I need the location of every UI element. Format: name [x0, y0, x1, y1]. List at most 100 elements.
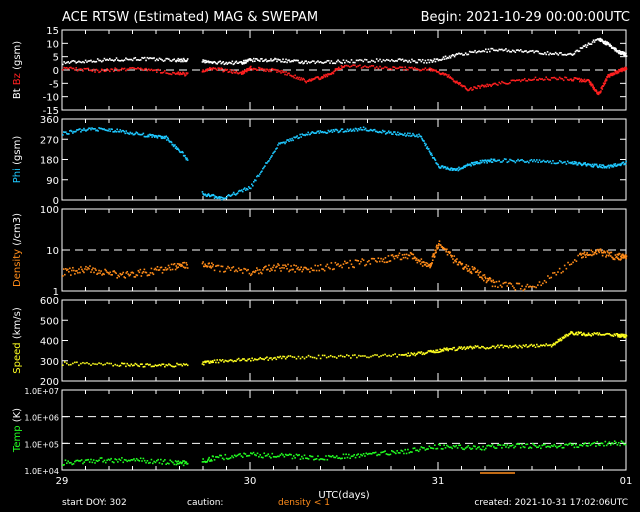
data-point: [158, 462, 161, 464]
density-warning: density < 1: [278, 498, 330, 508]
data-point: [489, 50, 491, 53]
data-point: [380, 131, 383, 134]
data-point: [90, 59, 92, 62]
data-point: [474, 345, 477, 347]
data-point: [606, 332, 609, 335]
data-point: [64, 131, 66, 134]
data-point: [242, 59, 245, 62]
data-point: [447, 57, 450, 59]
data-point: [126, 58, 129, 61]
data-point: [75, 270, 77, 272]
data-point: [107, 69, 110, 71]
data-point: [275, 456, 278, 458]
data-point: [616, 444, 619, 446]
data-point: [165, 463, 167, 465]
data-point: [93, 128, 95, 130]
data-point: [403, 253, 406, 256]
data-point: [215, 265, 217, 267]
data-point: [146, 363, 149, 365]
data-point: [572, 443, 574, 446]
data-point: [620, 68, 623, 70]
data-point: [253, 270, 255, 273]
data-point: [356, 454, 358, 456]
data-point: [574, 443, 577, 446]
data-point: [125, 365, 127, 368]
data-point: [479, 50, 482, 53]
data-point: [580, 47, 583, 49]
data-point: [622, 69, 624, 72]
data-point: [186, 59, 188, 62]
data-point: [603, 334, 606, 336]
data-point: [388, 453, 390, 456]
data-point: [362, 355, 364, 357]
data-point: [186, 58, 189, 60]
data-point: [570, 53, 573, 56]
data-point: [90, 128, 92, 131]
data-point: [505, 48, 507, 50]
data-point: [591, 332, 594, 335]
data-point: [118, 69, 120, 72]
data-point: [597, 93, 600, 96]
data-point: [302, 62, 304, 65]
data-point: [79, 61, 82, 63]
data-point: [70, 66, 72, 69]
data-point: [177, 363, 180, 366]
data-point: [329, 267, 331, 270]
data-point: [68, 62, 71, 64]
data-point: [145, 59, 147, 62]
data-point: [337, 457, 339, 460]
data-point: [380, 451, 382, 454]
data-point: [155, 135, 157, 137]
data-point: [293, 136, 295, 139]
data-point: [146, 56, 149, 59]
data-point: [256, 358, 259, 361]
data-point: [466, 346, 469, 348]
data-point: [225, 457, 228, 460]
data-point: [397, 452, 400, 454]
data-point: [601, 166, 604, 169]
data-point: [349, 457, 351, 460]
data-point: [298, 454, 300, 456]
data-point: [514, 344, 517, 347]
data-point: [416, 261, 419, 264]
data-point: [247, 186, 250, 188]
data-point: [287, 454, 290, 456]
data-point: [364, 65, 366, 67]
data-point: [607, 333, 610, 335]
x-tick-label: 30: [244, 476, 257, 487]
data-point: [267, 60, 269, 62]
data-point: [334, 261, 337, 264]
data-point: [154, 461, 157, 464]
data-point: [596, 440, 599, 443]
data-point: [166, 136, 169, 139]
data-point: [388, 354, 390, 357]
data-point: [79, 460, 82, 462]
data-point: [540, 161, 542, 163]
data-point: [290, 60, 292, 63]
data-point: [83, 271, 85, 274]
data-point: [263, 452, 266, 455]
data-point: [181, 73, 184, 75]
data-point: [185, 158, 188, 161]
data-point: [321, 458, 323, 460]
begin-timestamp: Begin: 2021-10-29 00:00:00UTC: [420, 10, 630, 25]
data-point: [67, 61, 69, 63]
data-point: [329, 130, 332, 133]
data-point: [592, 166, 595, 168]
data-point: [398, 353, 400, 356]
data-point: [514, 445, 517, 448]
data-point: [592, 88, 595, 90]
data-point: [109, 57, 111, 60]
data-point: [576, 446, 578, 448]
data-point: [617, 50, 619, 52]
data-point: [214, 61, 217, 64]
data-point: [285, 141, 287, 143]
data-point: [440, 350, 442, 353]
data-point: [229, 69, 232, 71]
data-point: [558, 445, 561, 447]
data-point: [230, 194, 233, 197]
data-point: [339, 67, 342, 70]
data-point: [94, 267, 96, 270]
data-point: [548, 445, 550, 448]
data-point: [385, 132, 388, 134]
